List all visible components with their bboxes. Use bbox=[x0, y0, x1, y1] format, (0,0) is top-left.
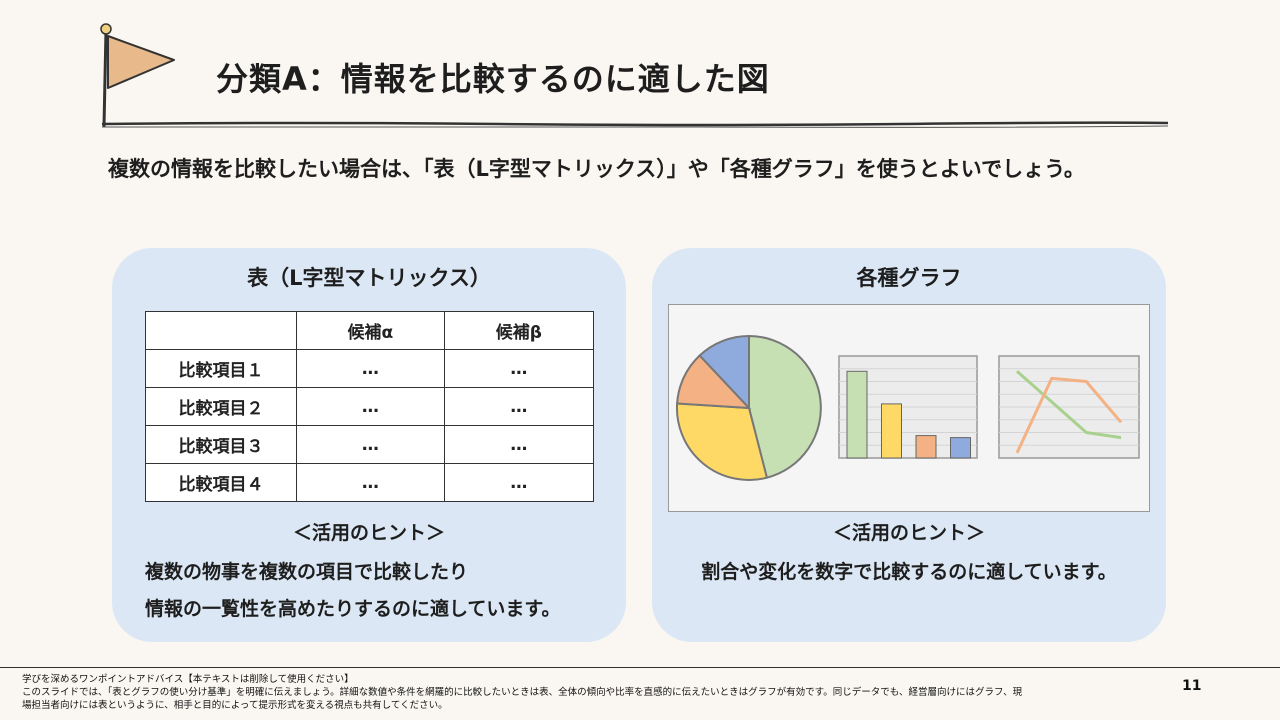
bar bbox=[881, 403, 902, 459]
table-row-label: 比較項目４ bbox=[145, 463, 297, 502]
table-hint-line: 情報の一覧性を高めたりするのに適しています。 bbox=[145, 598, 561, 620]
table-cell: … bbox=[296, 387, 445, 426]
bar bbox=[915, 435, 937, 459]
pie-slice bbox=[748, 334, 822, 479]
line-series bbox=[1016, 370, 1122, 440]
table-cell: … bbox=[443, 349, 595, 388]
table-panel: 表（L字型マトリックス） 候補α 候補β 比較項目１ … … 比較項目２ … …… bbox=[112, 248, 626, 642]
table-row: 比較項目３ … … bbox=[145, 425, 595, 464]
flag-icon bbox=[100, 23, 175, 128]
table-corner-cell bbox=[145, 311, 297, 350]
table-hint-description: 複数の物事を複数の項目で比較したり 情報の一覧性を高めたりするのに適しています。 bbox=[145, 554, 615, 628]
table-row: 比較項目４ … … bbox=[145, 463, 595, 502]
table-header-beta: 候補β bbox=[443, 311, 595, 350]
table-header-row: 候補α 候補β bbox=[145, 311, 595, 350]
table-cell: … bbox=[443, 425, 595, 464]
graph-panel-title: 各種グラフ bbox=[856, 266, 962, 290]
table-cell: … bbox=[296, 425, 445, 464]
lead-text: 複数の情報を比較したい場合は、「表（L字型マトリックス）」や「各種グラフ」を使う… bbox=[108, 157, 1085, 181]
table-row-label: 比較項目２ bbox=[145, 387, 297, 426]
page-number: 11 bbox=[1182, 678, 1202, 694]
table-row: 比較項目２ … … bbox=[145, 387, 595, 426]
bar bbox=[950, 437, 971, 459]
pie-slice bbox=[698, 334, 750, 411]
line-series bbox=[1015, 376, 1123, 454]
title-underline bbox=[101, 121, 1169, 128]
pie-slice bbox=[675, 402, 769, 481]
graph-panel: 各種グラフ ＜活用のヒント＞ 割合や変化を数字で比較するのに適しています。 bbox=[652, 248, 1166, 642]
charts-svg bbox=[675, 334, 1140, 481]
table-panel-title: 表（L字型マトリックス） bbox=[247, 266, 491, 290]
table-header-alpha: 候補α bbox=[296, 311, 445, 350]
table-row-label: 比較項目３ bbox=[145, 425, 297, 464]
table-hint-line: 複数の物事を複数の項目で比較したり bbox=[145, 561, 469, 583]
table-cell: … bbox=[296, 349, 445, 388]
footer-divider bbox=[0, 667, 1280, 668]
chart-illustration bbox=[668, 304, 1150, 512]
footer-line: 場担当者向けには表というように、相手と目的によって提示形式を変える視点も共有して… bbox=[22, 700, 448, 711]
table-row: 比較項目１ … … bbox=[145, 349, 595, 388]
table-cell: … bbox=[296, 463, 445, 502]
page-title: 分類A：情報を比較するのに適した図 bbox=[216, 60, 770, 98]
table-hint-label: ＜活用のヒント＞ bbox=[292, 522, 445, 544]
speaker-note: 学びを深めるワンポイントアドバイス【本テキストは削除して使用ください】 このスラ… bbox=[22, 673, 1162, 712]
graph-hint-description: 割合や変化を数字で比較するのに適しています。 bbox=[701, 561, 1117, 583]
bar bbox=[846, 370, 868, 459]
table-cell: … bbox=[443, 387, 595, 426]
l-matrix-table: 候補α 候補β 比較項目１ … … 比較項目２ … … 比較項目３ … … 比較… bbox=[145, 311, 595, 502]
table-cell: … bbox=[443, 463, 595, 502]
footer-line: このスライドでは、「表とグラフの使い分け基準」を明確に伝えましょう。詳細な数値や… bbox=[22, 687, 1023, 698]
graph-hint-label: ＜活用のヒント＞ bbox=[832, 522, 985, 544]
table-row-label: 比較項目１ bbox=[145, 349, 297, 388]
footer-line: 学びを深めるワンポイントアドバイス【本テキストは削除して使用ください】 bbox=[22, 674, 354, 685]
